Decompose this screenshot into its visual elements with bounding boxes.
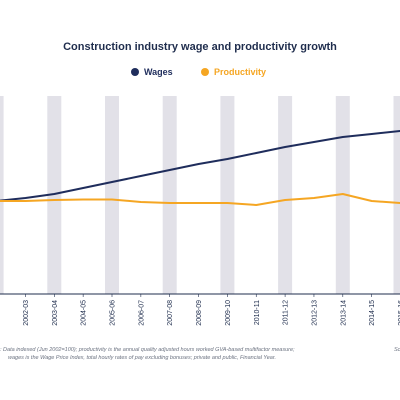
band: [278, 96, 293, 294]
legend-label: Wages: [144, 67, 173, 77]
x-tick-label: 2009-10: [225, 300, 232, 326]
x-tick-label: 2011-12: [283, 300, 290, 325]
x-tick-label: 2008-09: [196, 300, 203, 326]
legend: Wages Productivity: [131, 67, 266, 77]
x-tick-label: 2014-15: [369, 300, 376, 326]
footnote-line-2: wages is the Wage Price Index, total hou…: [8, 355, 276, 361]
series-line: [0, 193, 400, 206]
band: [105, 96, 119, 294]
legend-label: Productivity: [214, 67, 266, 77]
chart-title: Construction industry wage and productiv…: [63, 41, 337, 53]
band: [220, 96, 235, 294]
x-tick-labels: 2002-03 2003-04 2004-05 2005-06 2006-07 2007-…: [23, 294, 400, 326]
series-layer: [0, 130, 400, 206]
x-tick-label: 2013-14: [340, 300, 347, 326]
band: [162, 96, 177, 294]
x-tick-label: 2007-08: [167, 300, 174, 326]
background-bands: [0, 96, 400, 294]
x-tick-label: 2006-07: [138, 300, 145, 326]
x-tick-label: 2004-05: [81, 300, 88, 326]
band: [393, 96, 400, 294]
source-fragment: Sc: [394, 347, 400, 353]
x-tick-label: 2003-04: [52, 300, 59, 326]
footnote-line-1: : Data indexed (Jun 2002=100); productiv…: [0, 347, 295, 353]
x-tick-label: 2015-16: [398, 300, 400, 326]
x-tick-label: 2002-03: [23, 300, 30, 326]
x-tick-label: 2005-06: [110, 300, 117, 326]
band: [0, 96, 4, 294]
x-tick-label: 2012-13: [311, 300, 318, 326]
legend-marker: [131, 68, 139, 76]
legend-marker: [201, 68, 209, 76]
series-line: [0, 130, 400, 202]
x-tick-label: 2010-11: [254, 300, 261, 325]
